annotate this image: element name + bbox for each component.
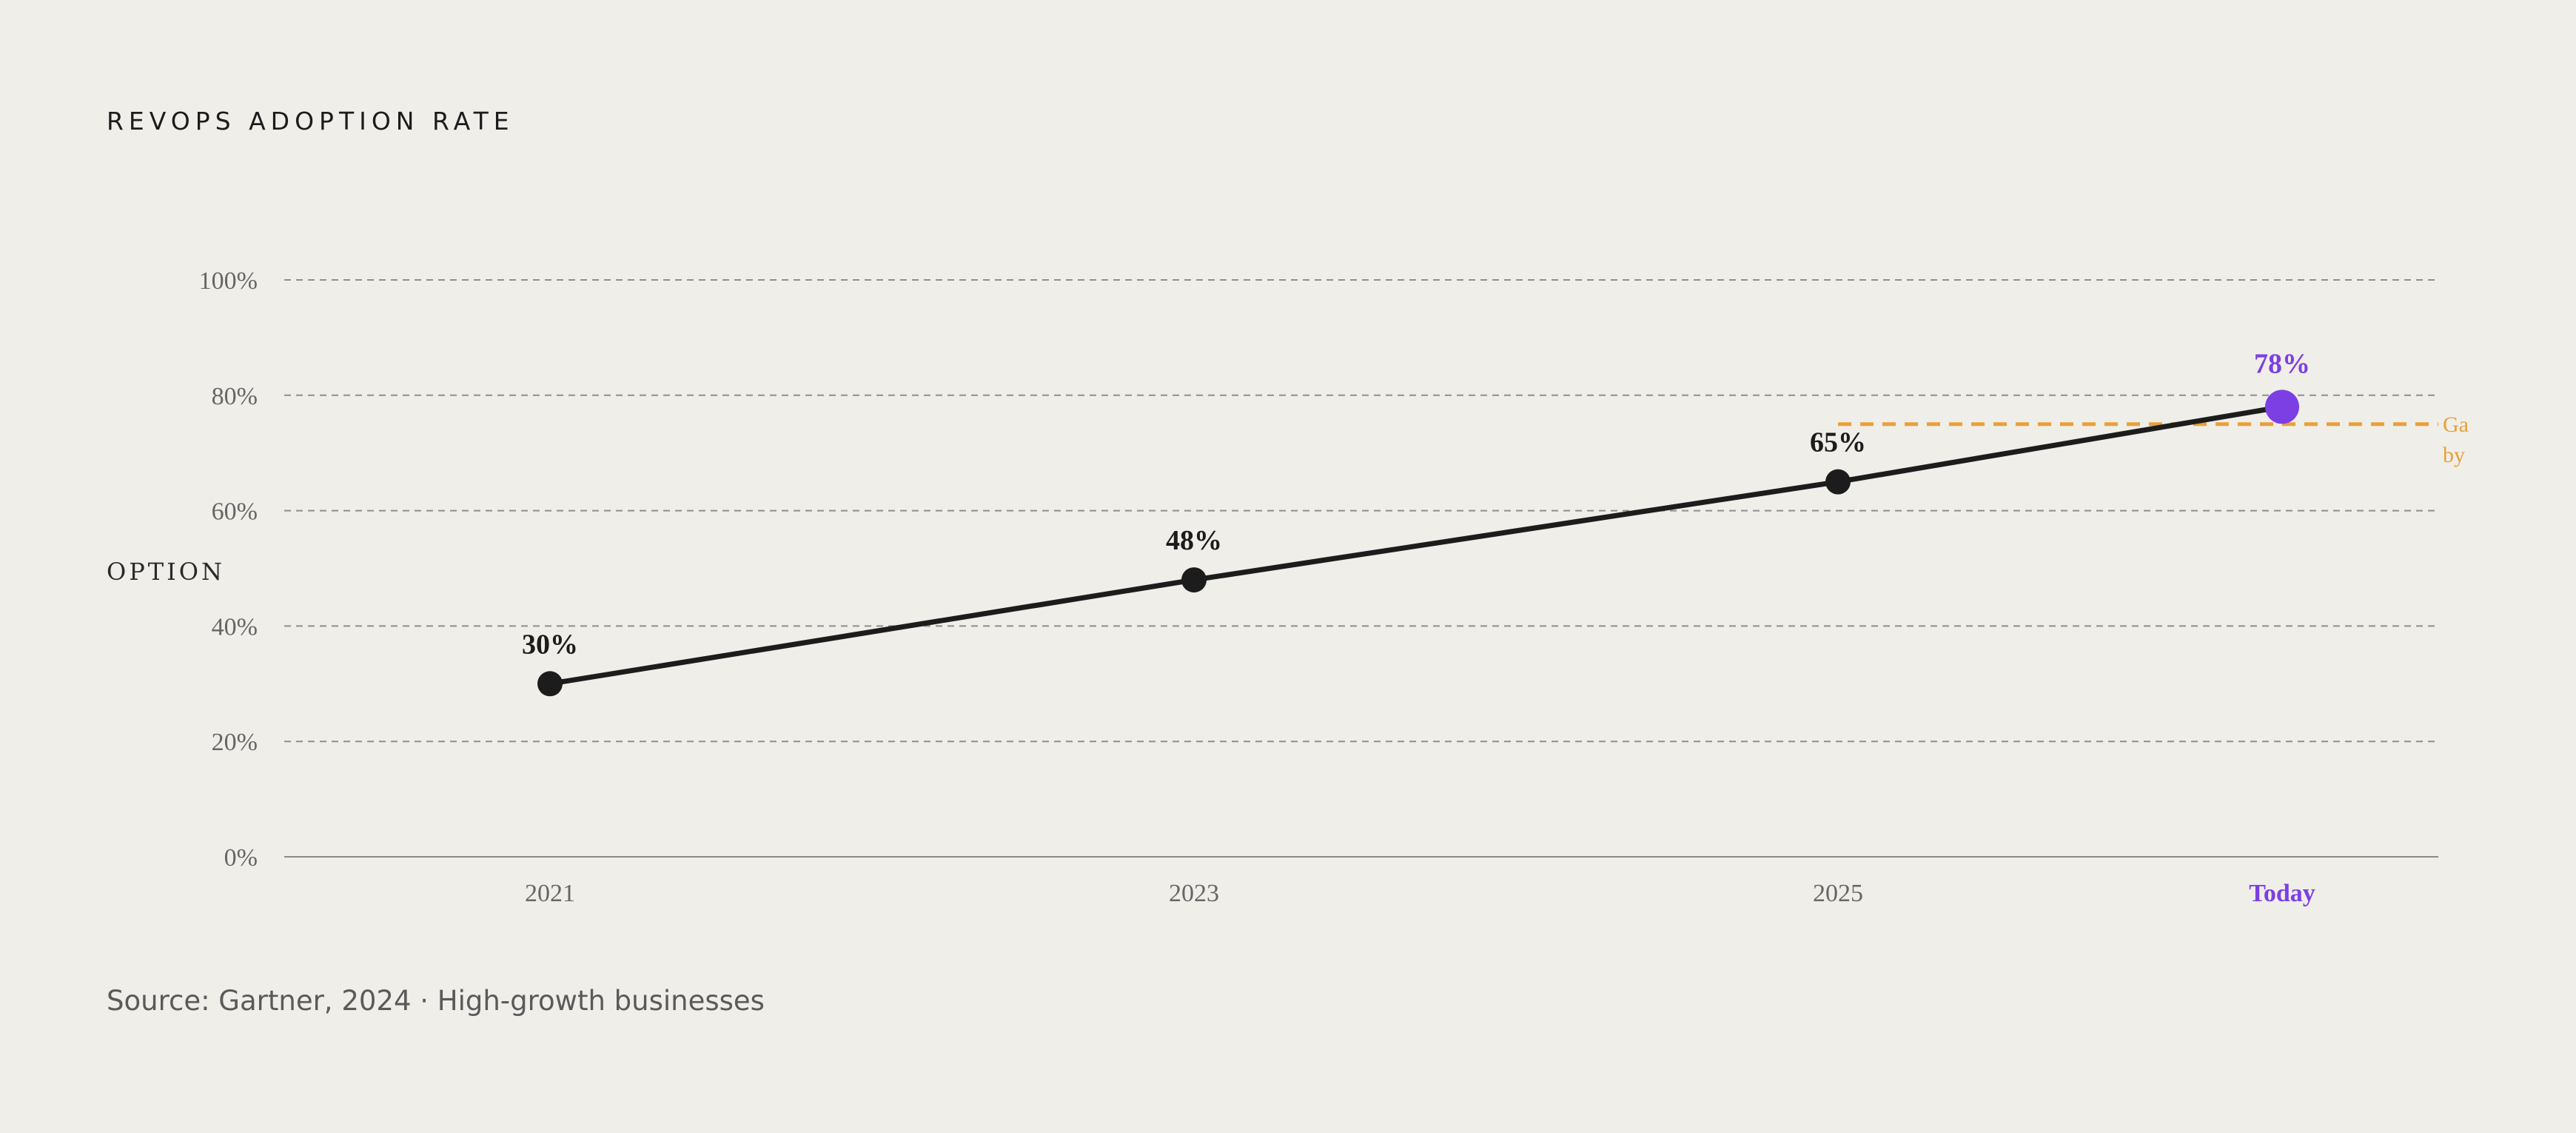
gridlines <box>284 279 2438 858</box>
reference-line-label: by <box>2443 443 2465 467</box>
y-tick-label: 20% <box>212 729 258 756</box>
y-tick-label: 80% <box>212 383 258 410</box>
chart-title: REVOPS ADOPTION RATE <box>107 107 514 136</box>
y-tick-label: 40% <box>212 613 258 641</box>
x-tick-label: 2023 <box>1169 880 1219 907</box>
source-note: Source: Gartner, 2024 · High-growth busi… <box>107 985 765 1017</box>
data-label: 30% <box>522 629 578 660</box>
data-point <box>537 671 563 697</box>
reference-line-label: Ga <box>2443 412 2469 437</box>
data-label: 65% <box>1810 427 1866 458</box>
y-tick-label: 60% <box>212 498 258 526</box>
highlight-point <box>2265 390 2299 424</box>
x-tick-labels: 2021 2023 2025 Today <box>525 880 2315 907</box>
data-labels: 30% 48% 65% 78% <box>522 348 2310 660</box>
series-line <box>549 404 2283 686</box>
data-label: 48% <box>1166 525 1222 556</box>
x-tick-label: 2025 <box>1813 880 1863 907</box>
data-label: 78% <box>2254 348 2310 379</box>
y-tick-label: 0% <box>224 844 258 872</box>
y-tick-label: 100% <box>199 267 258 295</box>
data-point <box>1181 567 1207 593</box>
data-points <box>537 390 2299 697</box>
data-point <box>1825 469 1851 495</box>
y-axis-label: OPTION <box>107 558 225 586</box>
y-tick-labels: 0% 20% 40% 60% 80% 100% <box>199 267 258 872</box>
reference-line: Ga by <box>1838 412 2469 467</box>
x-tick-label: 2021 <box>525 880 575 907</box>
x-tick-label: Today <box>2249 880 2315 907</box>
series-line-path <box>549 404 2283 686</box>
